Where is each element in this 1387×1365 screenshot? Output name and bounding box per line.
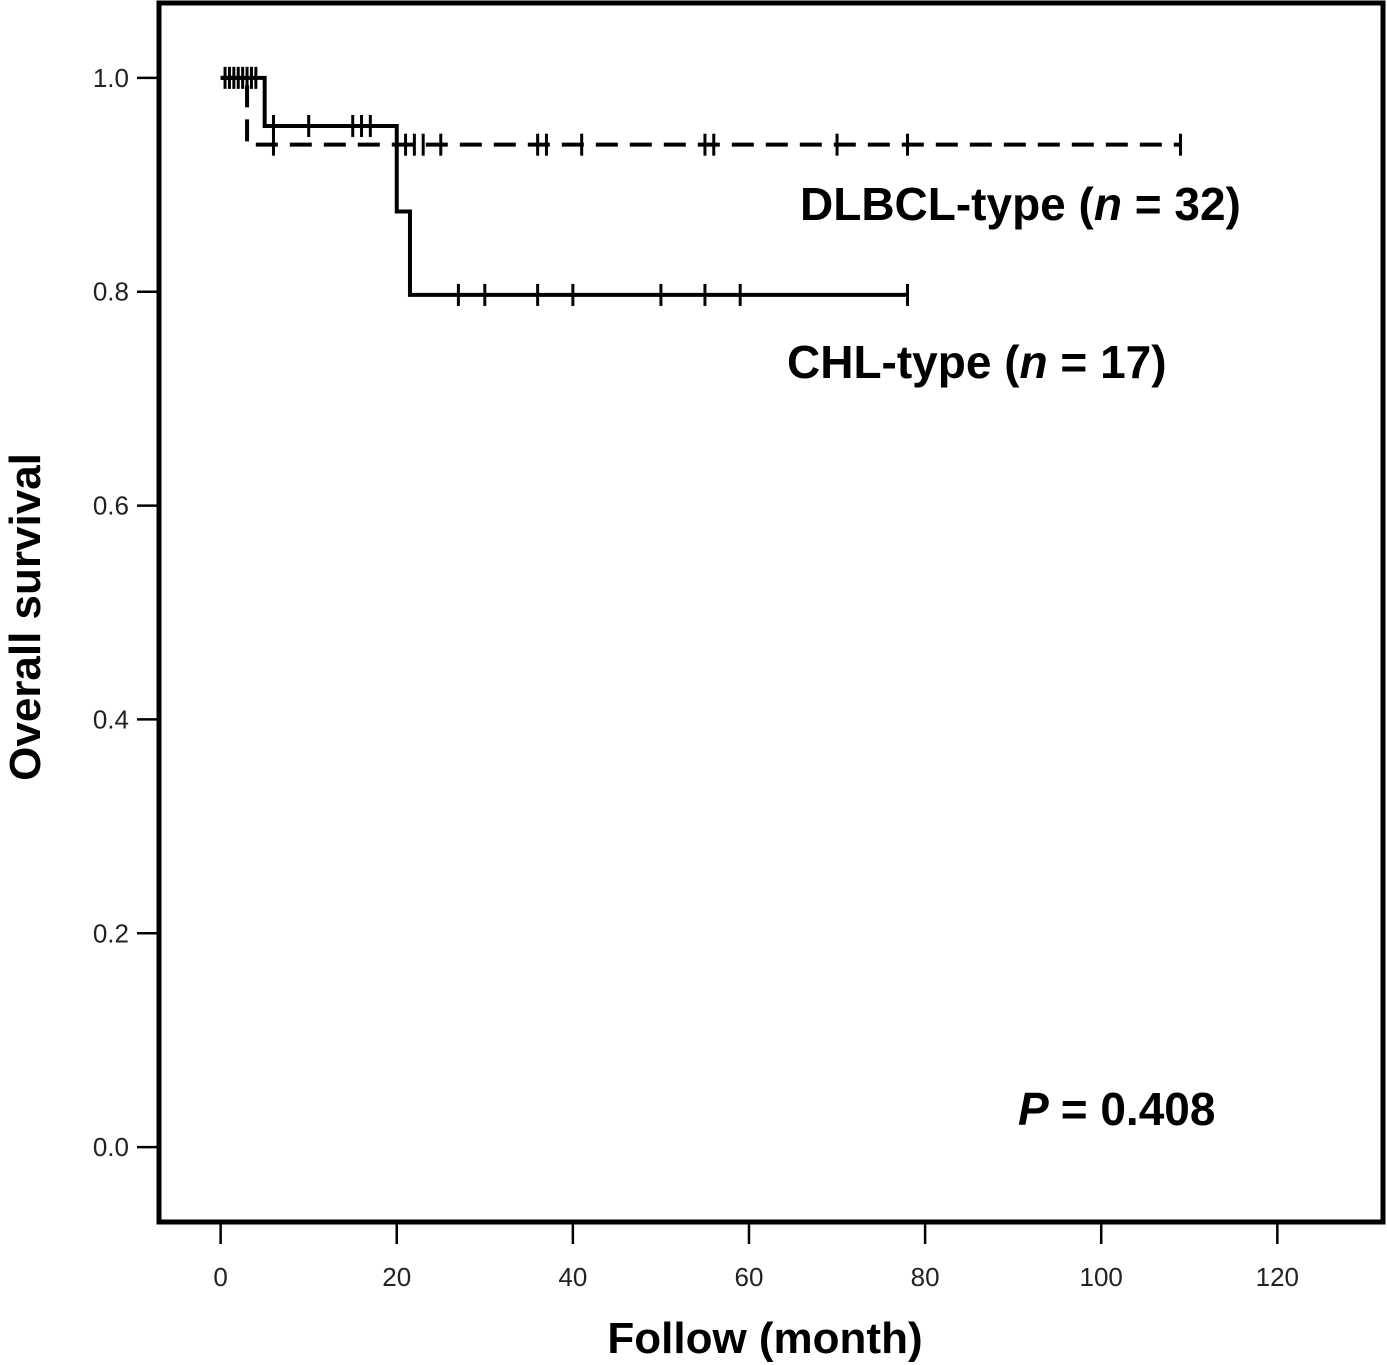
survival-curve-chl <box>220 75 908 297</box>
series-label-dlbcl-suffix: = 32) <box>1122 178 1241 230</box>
y-tick-label: 1.0 <box>93 63 129 93</box>
x-tick-label: 0 <box>213 1262 227 1292</box>
series-label-chl-n: n <box>1020 336 1048 388</box>
x-tick-label: 80 <box>911 1262 940 1292</box>
y-tick-label: 0.0 <box>93 1132 129 1162</box>
series-label-chl-suffix: = 17) <box>1048 336 1167 388</box>
y-tick-label: 0.2 <box>93 918 129 948</box>
series-label-dlbcl-n: n <box>1094 178 1122 230</box>
series-label-chl-prefix: CHL-type ( <box>787 336 1020 388</box>
x-axis-title: Follow (month) <box>607 1314 922 1363</box>
y-axis-title: Overall survival <box>1 453 50 781</box>
x-tick-label: 40 <box>558 1262 587 1292</box>
survival-curves <box>220 66 1182 306</box>
p-value-annotation: P = 0.408 <box>1018 1083 1215 1135</box>
x-tick-label: 100 <box>1080 1262 1123 1292</box>
plot-frame <box>156 0 1386 1225</box>
series-label-dlbcl-prefix: DLBCL-type ( <box>800 178 1095 230</box>
y-tick-label: 0.8 <box>93 277 129 307</box>
y-tick-label: 0.6 <box>93 491 129 521</box>
x-tick-label: 120 <box>1256 1262 1299 1292</box>
series-label-chl: CHL-type (n = 17) <box>787 336 1167 388</box>
x-tick-label: 60 <box>735 1262 764 1292</box>
x-axis-ticks: 0 20 40 60 80 100 120 <box>213 1222 1299 1292</box>
x-tick-label: 20 <box>382 1262 411 1292</box>
y-axis-ticks: 0.0 0.2 0.4 0.6 0.8 1.0 <box>93 63 159 1162</box>
survival-curve-dlbcl <box>220 75 1181 147</box>
y-tick-label: 0.4 <box>93 704 129 734</box>
series-label-dlbcl: DLBCL-type (n = 32) <box>800 178 1241 230</box>
p-value-text: = 0.408 <box>1061 1083 1216 1135</box>
p-value-symbol: P <box>1018 1083 1049 1135</box>
